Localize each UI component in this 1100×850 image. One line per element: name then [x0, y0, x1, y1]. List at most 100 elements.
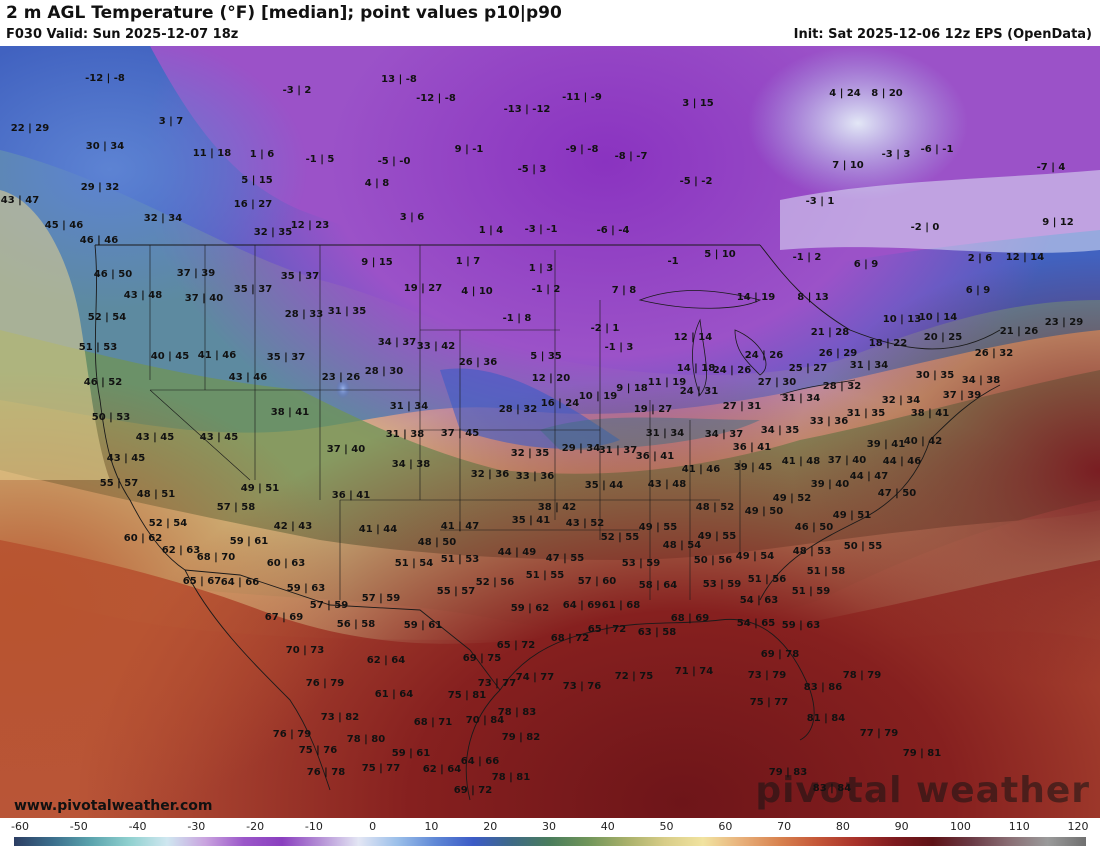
point-value: 41 | 48 — [782, 456, 820, 467]
point-value: 3 | 15 — [682, 98, 714, 109]
point-value: 43 | 48 — [124, 290, 162, 301]
point-value: 10 | 19 — [579, 391, 617, 402]
point-value: 7 | 10 — [832, 160, 864, 171]
point-value: -3 | 1 — [806, 196, 835, 207]
init-time: Init: Sat 2025-12-06 12z EPS (OpenData) — [793, 27, 1092, 42]
point-value: 49 | 55 — [639, 522, 677, 533]
point-value: 43 | 48 — [648, 479, 686, 490]
point-value: 8 | 20 — [871, 88, 903, 99]
point-value: 49 | 51 — [833, 510, 871, 521]
point-value: 28 | 33 — [285, 309, 323, 320]
west-coast-zone — [0, 190, 110, 480]
colorbar-tick: 90 — [894, 820, 909, 833]
point-value: 23 | 29 — [1045, 317, 1083, 328]
us-pacific-coast — [94, 244, 186, 571]
point-value: 61 | 68 — [602, 600, 640, 611]
point-value: 43 | 47 — [1, 195, 39, 206]
point-value: 5 | 35 — [530, 351, 562, 362]
point-value: 21 | 28 — [811, 327, 849, 338]
colorbar-tick: 40 — [600, 820, 615, 833]
point-value: 75 | 76 — [299, 745, 337, 756]
point-value: 48 | 53 — [793, 546, 831, 557]
point-value: 73 | 79 — [748, 670, 786, 681]
point-value: 50 | 56 — [694, 555, 732, 566]
point-value: 5 | 10 — [704, 249, 736, 260]
point-value: 31 | 37 — [599, 445, 637, 456]
map-title: 2 m AGL Temperature (°F) [median]; point… — [6, 3, 562, 23]
colorbar-tick: 120 — [1067, 820, 1089, 833]
point-value: 12 | 20 — [532, 373, 570, 384]
point-value: 35 | 37 — [281, 271, 319, 282]
colorbar-tick: 50 — [659, 820, 674, 833]
point-value: 28 | 32 — [823, 381, 861, 392]
point-value: 52 | 55 — [601, 532, 639, 543]
point-value: 62 | 64 — [367, 655, 405, 666]
point-value: 55 | 57 — [437, 586, 475, 597]
point-value: 31 | 34 — [646, 428, 684, 439]
point-value: 31 | 34 — [782, 393, 820, 404]
point-value: 32 | 36 — [471, 469, 509, 480]
point-value: 31 | 35 — [847, 408, 885, 419]
site-url[interactable]: www.pivotalweather.com — [14, 798, 213, 814]
point-value: 1 | 4 — [479, 225, 504, 236]
point-value: 45 | 46 — [45, 220, 83, 231]
point-value: 54 | 65 — [737, 618, 775, 629]
point-value: 4 | 8 — [365, 178, 390, 189]
point-value: 50 | 53 — [92, 412, 130, 423]
point-value: 64 | 66 — [221, 577, 259, 588]
point-value: 24 | 26 — [713, 365, 751, 376]
point-value: 59 | 61 — [230, 536, 268, 547]
point-value: 59 | 63 — [287, 583, 325, 594]
point-value: 59 | 61 — [392, 748, 430, 759]
colorbar-tick: 100 — [949, 820, 971, 833]
point-value: 79 | 82 — [502, 732, 540, 743]
point-value: -9 | -8 — [566, 144, 599, 155]
point-value: -3 | 2 — [283, 85, 312, 96]
point-value: 49 | 51 — [241, 483, 279, 494]
point-value: 29 | 32 — [81, 182, 119, 193]
point-value: 27 | 31 — [723, 401, 761, 412]
point-value: 43 | 46 — [229, 372, 267, 383]
point-value: 26 | 29 — [819, 348, 857, 359]
point-value: 56 | 58 — [337, 619, 375, 630]
point-value: 33 | 36 — [810, 416, 848, 427]
point-value: 51 | 54 — [395, 558, 433, 569]
point-value: 35 | 44 — [585, 480, 623, 491]
point-value: 36 | 41 — [636, 451, 674, 462]
point-value: 48 | 51 — [137, 489, 175, 500]
point-value: 33 | 36 — [516, 471, 554, 482]
point-value: 72 | 75 — [615, 671, 653, 682]
point-value: 60 | 62 — [124, 533, 162, 544]
point-value: 1 | 6 — [250, 149, 275, 160]
point-value: 26 | 32 — [975, 348, 1013, 359]
point-value: 73 | 77 — [478, 678, 516, 689]
point-value: 9 | 12 — [1042, 217, 1074, 228]
colorbar-tick: 20 — [483, 820, 498, 833]
point-value: 44 | 49 — [498, 547, 536, 558]
point-value: 1 | 7 — [456, 256, 481, 267]
point-value: 9 | 18 — [616, 383, 648, 394]
point-value: 79 | 81 — [903, 748, 941, 759]
temperature-map: -12 | -8 22 | 29 3 | 7 -3 | 2 13 | -8 -12 | -… — [0, 46, 1100, 818]
point-value: 39 | 40 — [811, 479, 849, 490]
point-value: 37 | 40 — [828, 455, 866, 466]
point-value: -2 | 0 — [911, 222, 940, 233]
point-value: 46 | 46 — [80, 235, 118, 246]
point-value: 34 | 35 — [761, 425, 799, 436]
colorbar-tick: -50 — [69, 820, 88, 833]
point-value: 16 | 24 — [541, 398, 579, 409]
point-value: 73 | 82 — [321, 712, 359, 723]
point-value: 37 | 40 — [185, 293, 223, 304]
point-value: 37 | 39 — [943, 390, 981, 401]
point-value: -3 | -1 — [525, 224, 558, 235]
header: 2 m AGL Temperature (°F) [median]; point… — [0, 0, 1100, 46]
point-value: -7 | 4 — [1037, 162, 1066, 173]
point-value: 7 | 8 — [612, 285, 637, 296]
point-value: 67 | 69 — [265, 612, 303, 623]
point-value: 9 | 15 — [361, 257, 393, 268]
point-value: 44 | 46 — [883, 456, 921, 467]
country-borders — [94, 244, 1001, 801]
point-value: 52 | 56 — [476, 577, 514, 588]
point-value: 23 | 26 — [322, 372, 360, 383]
point-value: 24 | 26 — [745, 350, 783, 361]
